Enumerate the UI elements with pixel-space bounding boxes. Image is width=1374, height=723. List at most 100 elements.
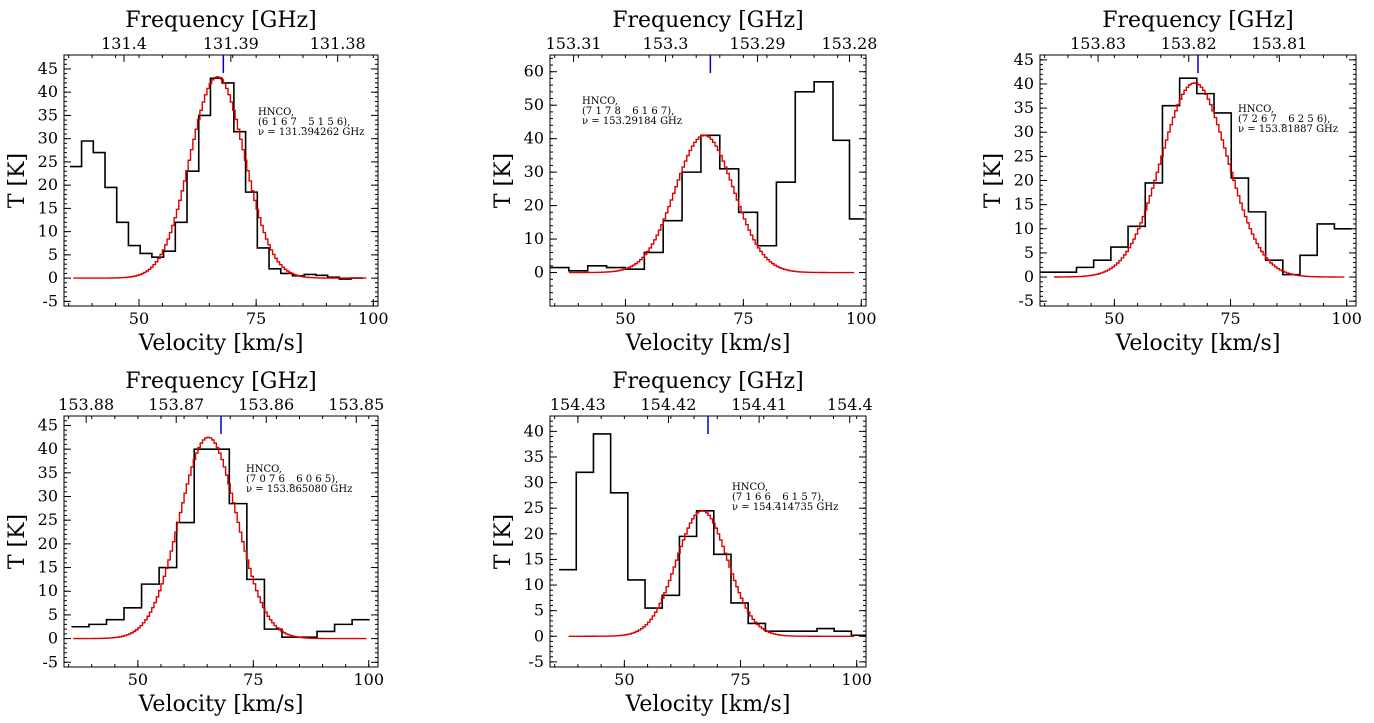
annotation-line: HNCO, xyxy=(246,464,282,475)
y-tick-label: 35 xyxy=(524,447,544,466)
y-tick-label: 5 xyxy=(534,601,544,620)
y-tick-label: 10 xyxy=(38,222,58,241)
annotation-line: HNCO, xyxy=(1238,104,1274,115)
x-tick-label: 75 xyxy=(246,309,266,328)
annotation-line: ν = 153.865080 GHz xyxy=(246,484,352,495)
annotation-line: (7 0 7 6 _ 6 0 6 5), xyxy=(246,474,338,485)
gaussian-fit xyxy=(568,510,855,637)
plot-frame xyxy=(549,54,867,307)
y-tick-label: 45 xyxy=(38,415,58,434)
y-tick-label: 40 xyxy=(524,421,544,440)
gaussian-fit xyxy=(73,436,367,640)
y-tick-label: 30 xyxy=(524,162,544,181)
top-tick-label: 153.28 xyxy=(822,34,878,53)
x-axis-title: Velocity [km/s] xyxy=(138,692,304,717)
x-tick-label: 50 xyxy=(129,309,149,328)
top-tick-label: 153.87 xyxy=(148,395,204,414)
y-axis-title: T [K] xyxy=(5,153,30,208)
x-tick-label: 100 xyxy=(353,670,384,689)
x-tick-label: 75 xyxy=(1220,309,1240,328)
plot-area xyxy=(71,436,370,640)
gaussian-fit xyxy=(568,134,855,274)
top-axis-title: Frequency [GHz] xyxy=(612,8,804,33)
y-tick-label: 10 xyxy=(38,581,58,600)
y-tick-label: 25 xyxy=(524,498,544,517)
annotation-line: HNCO, xyxy=(582,96,618,107)
y-tick-label: 35 xyxy=(1014,98,1034,117)
top-tick-label: 153.83 xyxy=(1070,34,1126,53)
y-tick-label: -5 xyxy=(1018,291,1034,310)
observed-spectrum xyxy=(69,77,363,280)
y-tick-label: 30 xyxy=(1014,122,1034,141)
y-tick-label: 20 xyxy=(38,534,58,553)
plot-frame xyxy=(1039,54,1357,307)
y-tick-label: 25 xyxy=(1014,146,1034,165)
observed-spectrum xyxy=(550,80,864,272)
plot-area xyxy=(559,433,866,637)
y-axis-title: T [K] xyxy=(5,514,30,569)
annotation-line: (7 1 6 6 _ 6 1 5 7), xyxy=(732,492,824,503)
x-tick-label: 100 xyxy=(841,670,872,689)
y-tick-label: 15 xyxy=(524,549,544,568)
x-axis-title: Velocity [km/s] xyxy=(138,331,304,356)
y-tick-label: 40 xyxy=(38,82,58,101)
x-tick-label: 50 xyxy=(1104,309,1124,328)
annotation-line: (7 1 7 8 _ 6 1 6 7), xyxy=(582,106,674,117)
gaussian-fit xyxy=(73,76,367,279)
observed-spectrum xyxy=(559,433,866,637)
annotation-line: ν = 131.394262 GHz xyxy=(258,127,364,138)
top-tick-label: 153.3 xyxy=(643,34,689,53)
y-tick-label: -5 xyxy=(42,652,58,671)
y-tick-label: 25 xyxy=(38,510,58,529)
y-axis-title: T [K] xyxy=(491,514,516,569)
y-tick-label: 20 xyxy=(1014,171,1034,190)
y-tick-label: 20 xyxy=(524,524,544,543)
y-tick-label: 0 xyxy=(1024,267,1034,286)
observed-spectrum xyxy=(71,448,370,638)
top-tick-label: 153.29 xyxy=(730,34,786,53)
y-tick-label: 40 xyxy=(38,439,58,458)
y-tick-label: 50 xyxy=(524,95,544,114)
annotation-line: HNCO, xyxy=(732,482,768,493)
top-tick-label: 153.31 xyxy=(546,34,602,53)
panel-5: 50 75 100 -5 0 5 10 15 20 25 30 35 40 154.43 154.42 154… xyxy=(491,369,873,717)
panel-3: 50 75 100 -5 0 5 10 15 20 25 30 35 40 45 153.83 153.82 1… xyxy=(981,8,1362,356)
y-tick-label: -5 xyxy=(528,652,544,671)
y-tick-label: 0 xyxy=(48,629,58,648)
annotation-line: ν = 153.29184 GHz xyxy=(582,116,682,127)
panel-1: 50 75 100 -5 0 5 10 15 20 25 30 35 40 45 131.4 131.39 13… xyxy=(5,8,389,356)
plot-area xyxy=(550,80,864,274)
y-tick-label: 10 xyxy=(524,575,544,594)
observed-spectrum xyxy=(1040,77,1352,276)
y-tick-label: 10 xyxy=(524,229,544,248)
top-tick-label: 131.4 xyxy=(101,34,147,53)
x-axis-title: Velocity [km/s] xyxy=(625,331,791,356)
x-tick-label: 100 xyxy=(358,309,389,328)
y-tick-label: 35 xyxy=(38,105,58,124)
x-tick-label: 50 xyxy=(128,670,148,689)
annotation-line: (7 2 6 7 _ 6 2 5 6), xyxy=(1238,114,1330,125)
y-tick-label: 15 xyxy=(1014,195,1034,214)
top-axis-title: Frequency [GHz] xyxy=(125,8,317,33)
x-tick-label: 50 xyxy=(615,309,635,328)
y-tick-label: 25 xyxy=(38,152,58,171)
plot-area xyxy=(1040,77,1352,278)
annotation-line: HNCO, xyxy=(258,107,294,118)
x-axis-title: Velocity [km/s] xyxy=(1115,331,1281,356)
x-tick-label: 100 xyxy=(1331,309,1362,328)
top-axis-title: Frequency [GHz] xyxy=(612,369,804,394)
y-tick-label: 45 xyxy=(38,59,58,78)
y-axis-title: T [K] xyxy=(981,153,1006,208)
y-tick-label: 60 xyxy=(524,62,544,81)
top-tick-label: 131.39 xyxy=(203,34,259,53)
y-tick-label: 20 xyxy=(524,196,544,215)
y-tick-label: 35 xyxy=(38,463,58,482)
y-tick-label: 30 xyxy=(524,473,544,492)
top-tick-label: 153.86 xyxy=(238,395,294,414)
top-tick-label: 154.4 xyxy=(827,395,873,414)
y-tick-label: 40 xyxy=(1014,74,1034,93)
top-tick-label: 153.85 xyxy=(328,395,384,414)
